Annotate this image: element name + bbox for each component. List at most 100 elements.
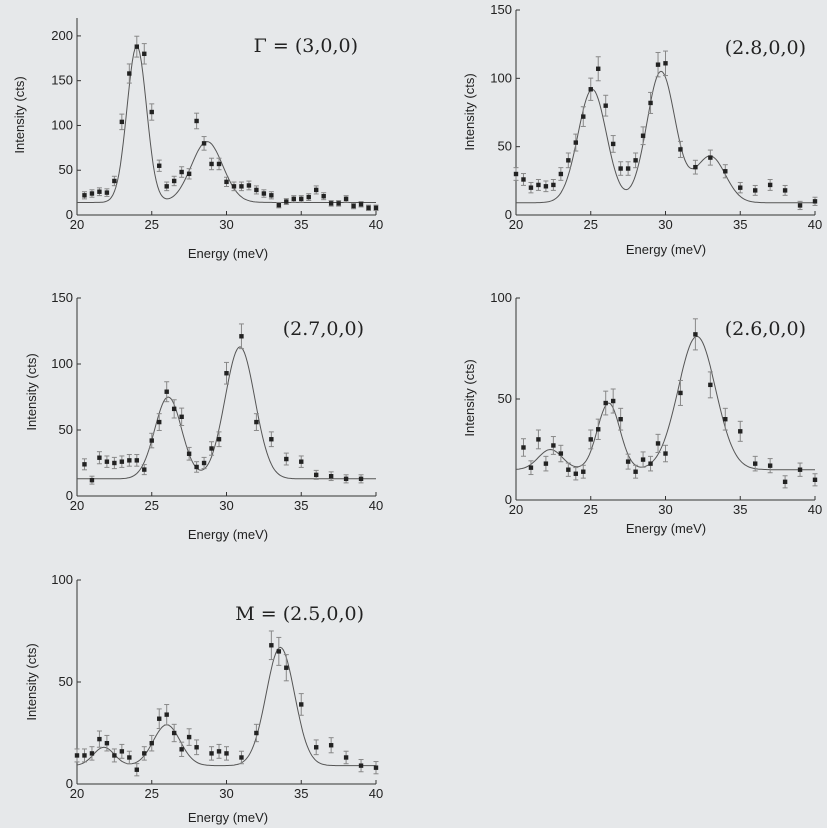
data-point <box>528 185 534 190</box>
data-point <box>521 445 526 450</box>
data-point <box>708 155 713 160</box>
data-point <box>618 166 623 171</box>
data-point <box>551 182 556 188</box>
data-point <box>171 406 177 412</box>
data-point <box>224 371 229 376</box>
data-point <box>112 460 117 466</box>
data-point <box>358 476 364 482</box>
panel-2-6: (2.6,0,0) Energy (meV) Intensity (cts) 2… <box>462 290 822 536</box>
x-axis-label: Energy (meV) <box>626 242 706 257</box>
y-axis-label: Intensity (cts) <box>24 353 39 430</box>
data-point <box>723 169 728 174</box>
data-point <box>358 202 364 207</box>
data-point <box>134 458 139 463</box>
data-point <box>358 763 364 768</box>
data-point <box>343 755 349 760</box>
fit-curve <box>515 335 815 471</box>
data-point <box>596 66 601 71</box>
data-point <box>343 196 349 202</box>
data-point <box>104 741 110 746</box>
data-point <box>633 469 638 474</box>
data-point <box>97 736 102 742</box>
data-point <box>558 451 564 456</box>
data-point <box>104 459 110 464</box>
data-point <box>603 103 608 108</box>
y-tick-label: 50 <box>59 674 73 689</box>
data-point <box>149 109 154 115</box>
data-point <box>351 203 356 209</box>
data-point <box>306 194 311 200</box>
data-point <box>194 118 199 124</box>
fit-curve <box>77 346 376 480</box>
fit-curve <box>77 45 376 203</box>
data-point <box>142 51 147 57</box>
data-point <box>782 188 788 193</box>
data-point <box>112 178 117 184</box>
data-point <box>543 461 549 466</box>
y-axis-label: Intensity (cts) <box>12 76 27 153</box>
y-tick-label: 50 <box>498 391 512 406</box>
data-point <box>663 61 668 66</box>
data-point <box>291 196 296 202</box>
data-point <box>558 171 564 177</box>
fit-curve <box>516 70 815 204</box>
data-point <box>321 193 326 199</box>
data-point <box>119 119 125 125</box>
data-point <box>767 463 773 468</box>
data-point <box>603 400 608 406</box>
data-point <box>581 469 586 474</box>
data-point <box>254 187 259 193</box>
data-point <box>588 87 593 92</box>
x-tick-label: 20 <box>70 786 84 801</box>
data-point <box>373 765 379 770</box>
data-point <box>179 414 184 419</box>
data-point <box>216 161 222 167</box>
data-point <box>328 201 334 206</box>
data-point <box>314 745 319 750</box>
panel-m: M = (2.5,0,0) Energy (meV) Intensity (ct… <box>24 572 383 825</box>
data-point <box>97 189 102 194</box>
data-point <box>648 461 653 466</box>
data-point <box>179 169 184 175</box>
x-tick-label: 30 <box>658 502 672 517</box>
data-point <box>209 446 214 451</box>
y-tick-label: 100 <box>51 117 73 132</box>
y-tick-label: 50 <box>498 139 512 154</box>
data-point <box>269 193 274 198</box>
y-tick-label: 100 <box>490 290 512 305</box>
data-point <box>708 382 713 388</box>
data-point <box>186 734 192 740</box>
data-point <box>513 171 519 177</box>
x-tick-label: 20 <box>509 217 523 232</box>
data-point <box>216 749 222 754</box>
data-point <box>723 417 728 422</box>
data-point <box>797 467 803 472</box>
data-point <box>566 158 571 163</box>
data-point <box>812 199 818 204</box>
data-point <box>693 332 698 337</box>
data-point <box>640 457 646 462</box>
y-tick-label: 50 <box>59 162 73 177</box>
data-point <box>171 730 177 736</box>
data-point <box>328 474 334 479</box>
y-tick-label: 0 <box>66 488 73 503</box>
data-point <box>149 438 154 443</box>
data-point <box>82 753 87 758</box>
x-tick-label: 40 <box>808 217 822 232</box>
data-point <box>618 417 623 422</box>
x-tick-label: 35 <box>294 217 308 232</box>
y-tick-label: 150 <box>51 290 73 305</box>
data-point <box>797 203 803 208</box>
data-point <box>246 183 252 188</box>
data-point <box>209 161 214 167</box>
data-point <box>366 205 371 211</box>
data-point <box>328 743 334 748</box>
data-point <box>239 755 244 760</box>
x-tick-label: 30 <box>219 217 233 232</box>
data-point <box>284 456 289 462</box>
y-tick-label: 200 <box>51 28 73 43</box>
x-tick-label: 35 <box>733 502 747 517</box>
data-point <box>521 177 526 182</box>
panel-gamma: Γ = (3,0,0) Energy (meV) Intensity (cts)… <box>12 18 383 261</box>
data-point <box>104 190 110 195</box>
